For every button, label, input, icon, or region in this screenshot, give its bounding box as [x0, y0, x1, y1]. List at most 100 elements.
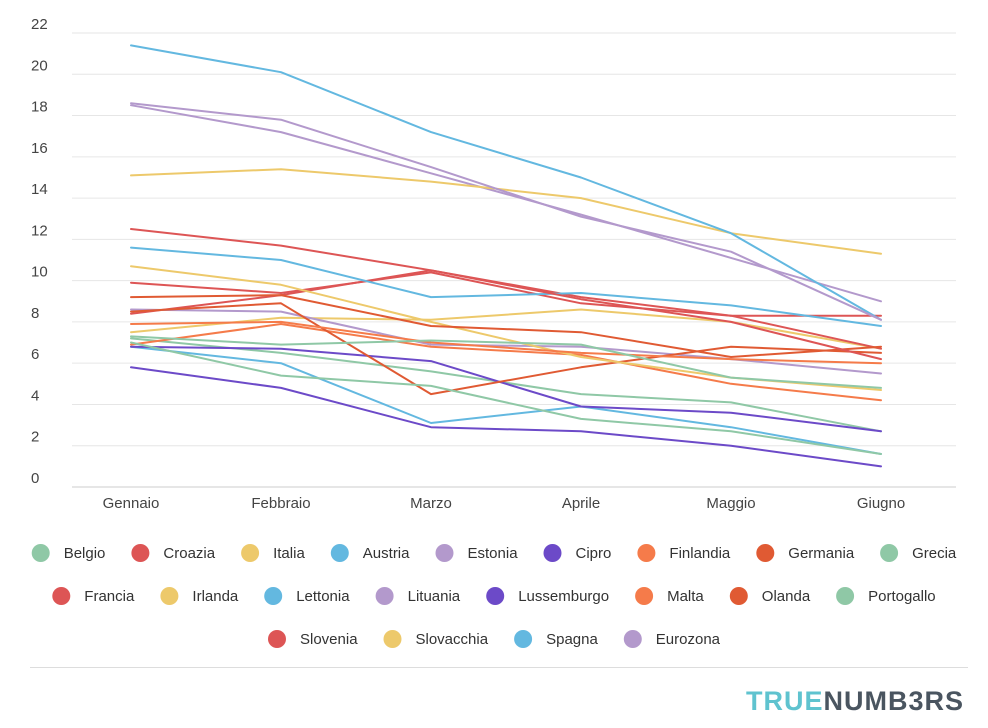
series-line-slovacchia	[130, 168, 882, 255]
legend-swatch	[330, 544, 349, 562]
legend-label: Grecia	[912, 545, 957, 562]
legend-item-austria[interactable]: Austria	[330, 544, 410, 562]
legend: Belgio Croazia Italia Austria Estonia Cipro Fi…	[31, 544, 957, 648]
x-tick-label: Marzo	[410, 495, 452, 512]
legend-item-slovenia[interactable]: Slovenia	[268, 630, 358, 648]
legend-label: Portogallo	[868, 588, 936, 605]
legend-swatch	[514, 630, 533, 648]
x-axis-ticks: Gennaio Febbraio Marzo Aprile Maggio Giugno	[103, 495, 906, 512]
series-line-estonia	[130, 308, 882, 375]
legend-label: Estonia	[468, 545, 519, 562]
x-tick-label: Giugno	[857, 495, 905, 512]
legend-swatch	[268, 630, 286, 648]
footer-divider	[30, 667, 968, 668]
legend-label: Slovenia	[300, 631, 358, 648]
legend-item-olanda[interactable]: Olanda	[729, 587, 811, 605]
legend-label: Irlanda	[192, 588, 239, 605]
legend-label: Lituania	[408, 588, 461, 605]
legend-swatch	[435, 544, 454, 562]
legend-label: Finlandia	[669, 545, 731, 562]
legend-item-irlanda[interactable]: Irlanda	[160, 587, 239, 605]
legend-label: Croazia	[163, 545, 215, 562]
legend-item-italia[interactable]: Italia	[241, 544, 305, 562]
x-tick-label: Gennaio	[103, 495, 160, 512]
y-tick-label: 10	[31, 264, 48, 281]
series-line-lussemburgo	[130, 366, 882, 468]
series-line-lettonia	[130, 246, 882, 327]
legend-swatch	[486, 587, 505, 605]
y-tick-label: 18	[31, 99, 48, 116]
legend-swatch	[264, 587, 283, 605]
y-tick-label: 0	[31, 470, 39, 487]
x-tick-label: Febbraio	[251, 495, 310, 512]
series-line-grecia	[130, 341, 882, 455]
series-line-eurozona	[130, 102, 882, 321]
series-line-slovenia	[130, 228, 882, 361]
series-line-olanda	[130, 294, 882, 358]
legend-item-belgio[interactable]: Belgio	[31, 544, 106, 562]
series-line-finlandia	[130, 323, 882, 402]
legend-swatch	[241, 544, 260, 562]
y-tick-label: 22	[31, 16, 48, 33]
legend-item-portogallo[interactable]: Portogallo	[836, 587, 936, 605]
legend-label: Belgio	[64, 545, 106, 562]
legend-label: Italia	[273, 545, 305, 562]
legend-item-lettonia[interactable]: Lettonia	[264, 587, 350, 605]
legend-label: Eurozona	[656, 631, 721, 648]
legend-swatch	[635, 587, 654, 605]
series-line-austria	[130, 345, 882, 455]
line-chart: 0 2 4 6 8 10 12 14 16 18 20 22 Gennaio Febbraio Marzo…	[31, 16, 957, 648]
legend-swatch	[383, 630, 402, 648]
y-tick-label: 12	[31, 222, 48, 239]
legend-swatch	[52, 587, 71, 605]
y-tick-label: 14	[31, 181, 48, 198]
legend-item-slovacchia[interactable]: Slovacchia	[383, 630, 489, 648]
legend-item-germania[interactable]: Germania	[756, 544, 855, 562]
series-line-malta	[130, 320, 882, 365]
series-line-cipro	[130, 345, 882, 433]
legend-label: Lettonia	[296, 588, 350, 605]
legend-swatch	[880, 544, 899, 562]
legend-item-eurozona[interactable]: Eurozona	[623, 630, 721, 648]
y-tick-label: 6	[31, 346, 39, 363]
legend-label: Cipro	[576, 545, 612, 562]
brand-logo-part1: TRUE	[745, 686, 824, 716]
series-line-belgio	[130, 337, 882, 433]
legend-label: Spagna	[546, 631, 598, 648]
legend-swatch	[31, 544, 50, 562]
legend-swatch	[836, 587, 855, 605]
legend-label: Olanda	[762, 588, 811, 605]
legend-item-croazia[interactable]: Croazia	[131, 544, 216, 562]
y-tick-label: 4	[31, 387, 39, 404]
legend-item-cipro[interactable]: Cipro	[543, 544, 612, 562]
legend-label: Francia	[84, 588, 135, 605]
legend-item-lituania[interactable]: Lituania	[375, 587, 461, 605]
series-lines	[130, 44, 882, 468]
legend-swatch	[131, 544, 150, 562]
brand-logo: TRUENUMB3RS	[746, 686, 964, 717]
x-tick-label: Maggio	[706, 495, 755, 512]
legend-label: Austria	[363, 545, 410, 562]
legend-item-francia[interactable]: Francia	[52, 587, 135, 605]
legend-label: Malta	[667, 588, 704, 605]
series-line-portogallo	[130, 335, 882, 389]
legend-swatch	[729, 587, 748, 605]
x-tick-label: Aprile	[562, 495, 600, 512]
legend-swatch	[543, 544, 562, 562]
legend-item-estonia[interactable]: Estonia	[435, 544, 519, 562]
series-line-italia	[130, 308, 882, 350]
y-axis-ticks: 0 2 4 6 8 10 12 14 16 18 20 22	[31, 16, 48, 487]
legend-swatch	[756, 544, 775, 562]
legend-label: Germania	[788, 545, 855, 562]
legend-item-malta[interactable]: Malta	[635, 587, 704, 605]
grid	[72, 32, 956, 488]
legend-swatch	[160, 587, 179, 605]
y-tick-label: 2	[31, 429, 39, 446]
legend-item-lussemburgo[interactable]: Lussemburgo	[486, 587, 609, 605]
legend-item-spagna[interactable]: Spagna	[514, 630, 598, 648]
legend-item-finlandia[interactable]: Finlandia	[637, 544, 731, 562]
series-line-lituania	[130, 104, 882, 303]
legend-label: Lussemburgo	[518, 588, 609, 605]
legend-item-grecia[interactable]: Grecia	[880, 544, 957, 562]
series-line-croazia	[130, 269, 882, 317]
